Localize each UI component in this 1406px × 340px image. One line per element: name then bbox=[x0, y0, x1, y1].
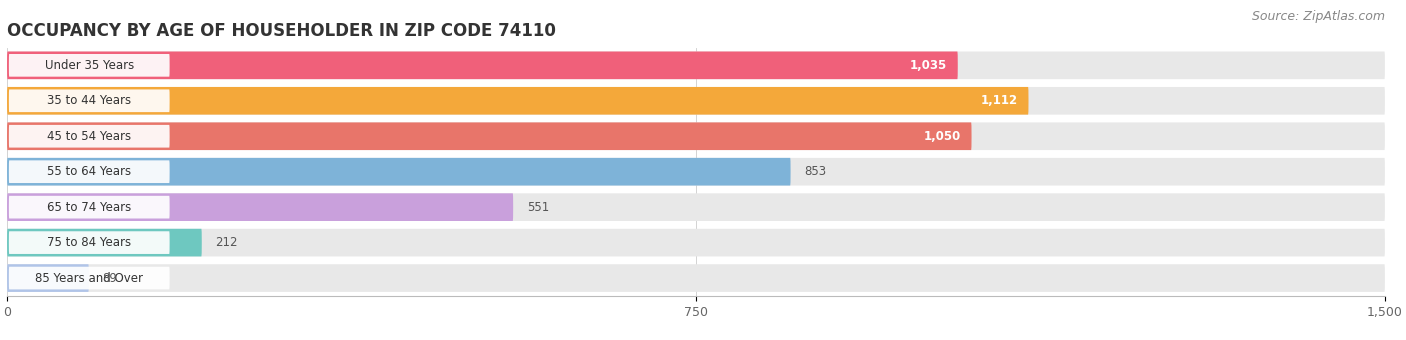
Text: 1,035: 1,035 bbox=[910, 59, 946, 72]
Text: 1,050: 1,050 bbox=[924, 130, 960, 143]
Text: 55 to 64 Years: 55 to 64 Years bbox=[48, 165, 131, 178]
FancyBboxPatch shape bbox=[8, 196, 170, 219]
FancyBboxPatch shape bbox=[7, 229, 1385, 256]
Text: 1,112: 1,112 bbox=[980, 94, 1018, 107]
Text: 212: 212 bbox=[215, 236, 238, 249]
Text: 65 to 74 Years: 65 to 74 Years bbox=[48, 201, 131, 214]
Text: 35 to 44 Years: 35 to 44 Years bbox=[48, 94, 131, 107]
FancyBboxPatch shape bbox=[8, 160, 170, 183]
FancyBboxPatch shape bbox=[8, 89, 170, 112]
FancyBboxPatch shape bbox=[7, 158, 1385, 186]
FancyBboxPatch shape bbox=[7, 122, 1385, 150]
FancyBboxPatch shape bbox=[7, 122, 972, 150]
Text: Source: ZipAtlas.com: Source: ZipAtlas.com bbox=[1251, 10, 1385, 23]
FancyBboxPatch shape bbox=[7, 264, 1385, 292]
Text: OCCUPANCY BY AGE OF HOUSEHOLDER IN ZIP CODE 74110: OCCUPANCY BY AGE OF HOUSEHOLDER IN ZIP C… bbox=[7, 22, 555, 40]
FancyBboxPatch shape bbox=[8, 231, 170, 254]
FancyBboxPatch shape bbox=[7, 193, 513, 221]
FancyBboxPatch shape bbox=[7, 193, 1385, 221]
Text: 89: 89 bbox=[103, 272, 118, 285]
FancyBboxPatch shape bbox=[7, 51, 957, 79]
FancyBboxPatch shape bbox=[8, 267, 170, 289]
FancyBboxPatch shape bbox=[7, 87, 1385, 115]
Text: 45 to 54 Years: 45 to 54 Years bbox=[48, 130, 131, 143]
Text: Under 35 Years: Under 35 Years bbox=[45, 59, 134, 72]
FancyBboxPatch shape bbox=[8, 54, 170, 76]
FancyBboxPatch shape bbox=[7, 87, 1029, 115]
Text: 551: 551 bbox=[527, 201, 550, 214]
FancyBboxPatch shape bbox=[7, 229, 202, 256]
FancyBboxPatch shape bbox=[7, 158, 790, 186]
FancyBboxPatch shape bbox=[7, 264, 89, 292]
Text: 75 to 84 Years: 75 to 84 Years bbox=[48, 236, 131, 249]
Text: 85 Years and Over: 85 Years and Over bbox=[35, 272, 143, 285]
FancyBboxPatch shape bbox=[7, 51, 1385, 79]
FancyBboxPatch shape bbox=[8, 125, 170, 148]
Text: 853: 853 bbox=[804, 165, 827, 178]
